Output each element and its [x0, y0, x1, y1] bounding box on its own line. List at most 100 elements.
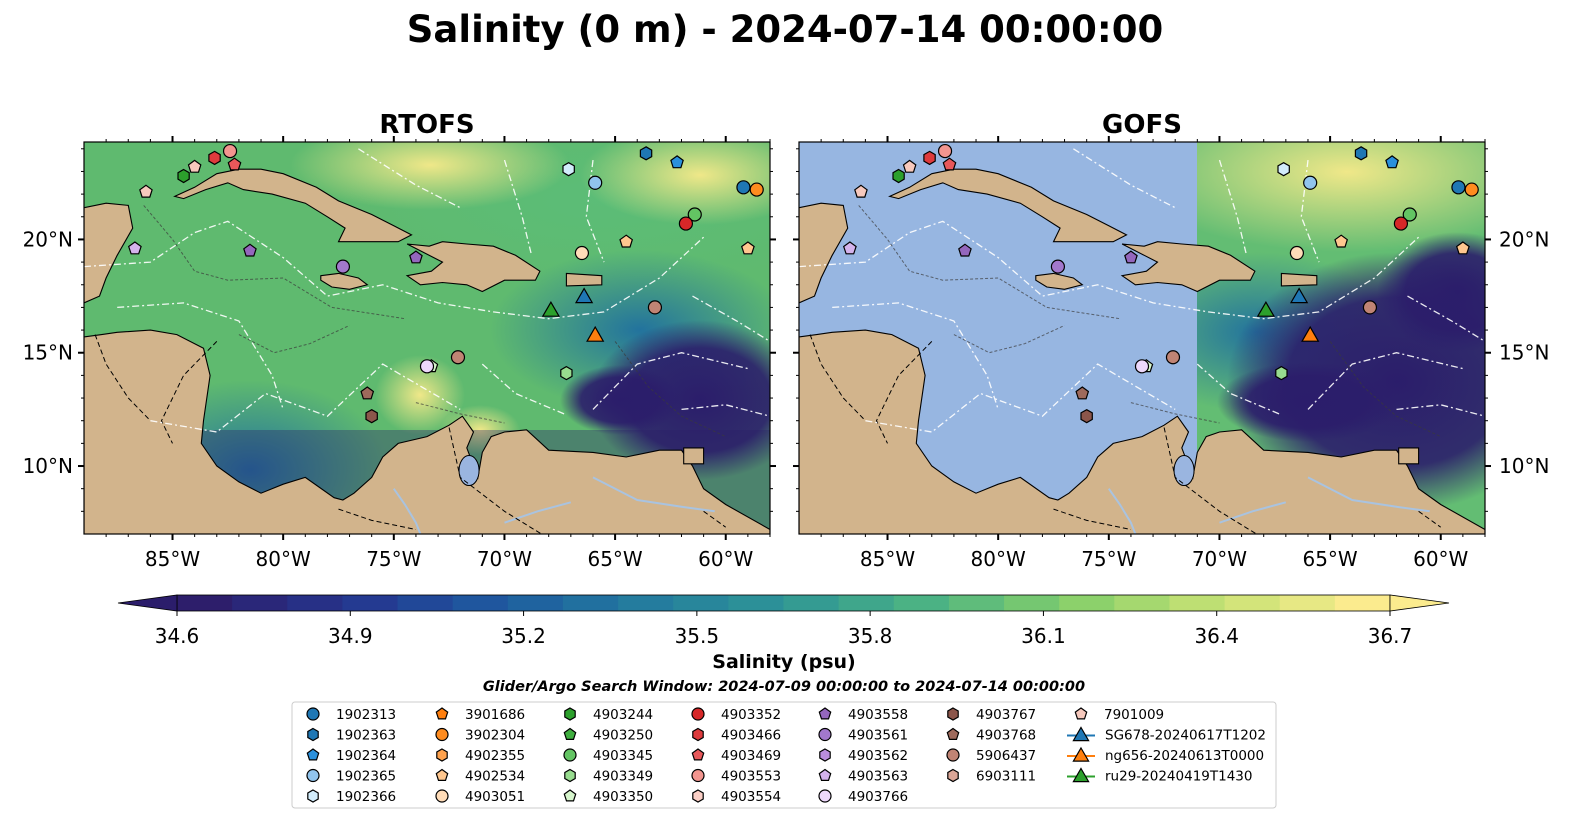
legend-marker [946, 727, 960, 741]
legend-marker [306, 768, 320, 783]
legend-entry-1902363: 1902363 [307, 728, 396, 744]
obs-marker-1902313 [736, 180, 751, 195]
obs-marker-4903563 [127, 241, 142, 255]
eez-boundary [865, 363, 1176, 433]
legend-marker [819, 748, 831, 762]
obs-marker-3902304 [749, 182, 764, 197]
obs-marker-ru29-20240419T1430 [541, 301, 561, 317]
legend-entry-4903352: 4903352 [691, 707, 781, 723]
eez-boundary [1218, 159, 1247, 254]
country-border [94, 334, 151, 422]
colorbar-tick-label: 34.9 [328, 624, 373, 648]
obs-marker-SG678-20240617T1202 [1289, 287, 1309, 304]
legend-entry-6903111: 6903111 [947, 769, 1036, 785]
legend-entry-1902313: 1902313 [306, 707, 396, 723]
obs-marker-ru29-20240419T1430 [1256, 301, 1276, 317]
legend-label: SG678-20240617T1202 [1105, 728, 1266, 744]
lat-tick-label: 15°N [1499, 341, 1549, 365]
land-cuba [173, 168, 413, 243]
lon-tick-label: 70°W [1192, 547, 1247, 571]
lon-tick-label: 75°W [1081, 547, 1136, 571]
land-florida-keys [239, 135, 270, 140]
colorbar-band [562, 595, 619, 611]
rtofs-panel: RTOFS [83, 110, 771, 535]
colorbar-band [1114, 595, 1171, 611]
land-yucatan [84, 202, 134, 304]
land-puerto-rico [1280, 272, 1318, 287]
eez-boundary [358, 148, 461, 209]
legend-marker [306, 707, 320, 721]
gofs-panel: GOFS [798, 110, 1486, 535]
obs-marker-4903349 [560, 365, 573, 381]
gofs-land [799, 148, 1485, 534]
eez-boundary [503, 159, 532, 254]
land-hispaniola [1120, 241, 1256, 293]
legend-entry-3902304: 3902304 [435, 728, 525, 744]
colorbar: 34.6 34.9 35.2 35.5 35.8 36.1 36.4 36.7 Salinit… [117, 594, 1450, 673]
legend-label: 4903349 [593, 769, 653, 785]
lon-tick-label: 85°W [860, 547, 915, 571]
legend-entry-4902534: 4902534 [435, 768, 525, 785]
obs-marker-4903767 [1080, 409, 1093, 424]
obs-marker-ng656-20240613T0000 [1301, 325, 1320, 342]
obs-marker-4903345 [687, 207, 702, 222]
obs-marker-7901009 [902, 159, 917, 173]
legend-entry-4903349: 4903349 [564, 768, 653, 785]
colorbar-band [838, 595, 895, 611]
eez-boundary [1196, 363, 1280, 415]
colorbar-tick-label: 36.7 [1368, 624, 1413, 648]
legend-entry-4903562: 4903562 [819, 748, 908, 764]
colorbar-band [397, 595, 454, 611]
legend-marker [564, 768, 576, 783]
obs-marker-1902363 [1354, 146, 1368, 161]
legend-box [291, 701, 1277, 809]
legend-entry-4903563: 4903563 [818, 768, 908, 785]
obs-marker-4903558 [409, 250, 423, 264]
colorbar-tick-label: 36.1 [1021, 624, 1066, 648]
legend-entry-4903558: 4903558 [818, 707, 908, 723]
legend-label: ng656-20240613T0000 [1105, 748, 1264, 764]
eez-boundary [1307, 352, 1464, 410]
legend-entry-1902365: 1902365 [306, 768, 396, 785]
colorbar-tick-label: 34.6 [155, 624, 200, 648]
lon-tick-label: 70°W [477, 547, 532, 571]
legend-entry-4903051: 4903051 [435, 789, 525, 805]
legend-marker [692, 789, 704, 803]
lon-tick-label: 65°W [587, 547, 642, 571]
obs-marker-4903768 [360, 386, 375, 400]
legend-marker [947, 707, 959, 721]
obs-marker-4902534 [1455, 241, 1470, 255]
legend-marker [1074, 707, 1088, 720]
obs-marker-4903553 [222, 143, 238, 159]
legend-marker [435, 768, 449, 782]
legend-label: 4903562 [848, 748, 908, 764]
land-yucatan [799, 202, 849, 304]
legend-label: 4903345 [593, 748, 653, 764]
legend-label: 6903111 [976, 769, 1036, 785]
legend-marker [564, 707, 576, 721]
legend-entry-5906437: 5906437 [946, 748, 1036, 764]
legend-entry-4903244: 4903244 [564, 707, 653, 723]
colorbar-band [1004, 595, 1060, 611]
obs-marker-1902365 [588, 175, 603, 190]
lake-maracaibo [1173, 455, 1195, 487]
lon-tick-label: 60°W [1413, 547, 1468, 571]
legend-entry-1902366: 1902366 [307, 789, 396, 805]
colorbar-band [1334, 595, 1391, 611]
obs-marker-4903767 [365, 409, 378, 424]
obs-marker-4903766 [1134, 359, 1150, 374]
obs-marker-4903051 [574, 245, 590, 261]
gofs-panel-title: GOFS [1102, 110, 1182, 140]
country-border [809, 334, 866, 422]
legend-marker [435, 707, 449, 720]
colorbar-band [728, 595, 785, 611]
obs-marker-4902534 [1334, 234, 1349, 248]
obs-marker-5906437 [1362, 300, 1378, 315]
colorbar-band [948, 595, 1005, 611]
legend-label: 4903553 [721, 769, 781, 785]
eez-boundary [84, 220, 705, 320]
colorbar-band [783, 595, 840, 611]
legend-marker [1072, 767, 1090, 783]
legend-marker [818, 768, 832, 782]
obs-marker-1902364 [670, 155, 684, 169]
